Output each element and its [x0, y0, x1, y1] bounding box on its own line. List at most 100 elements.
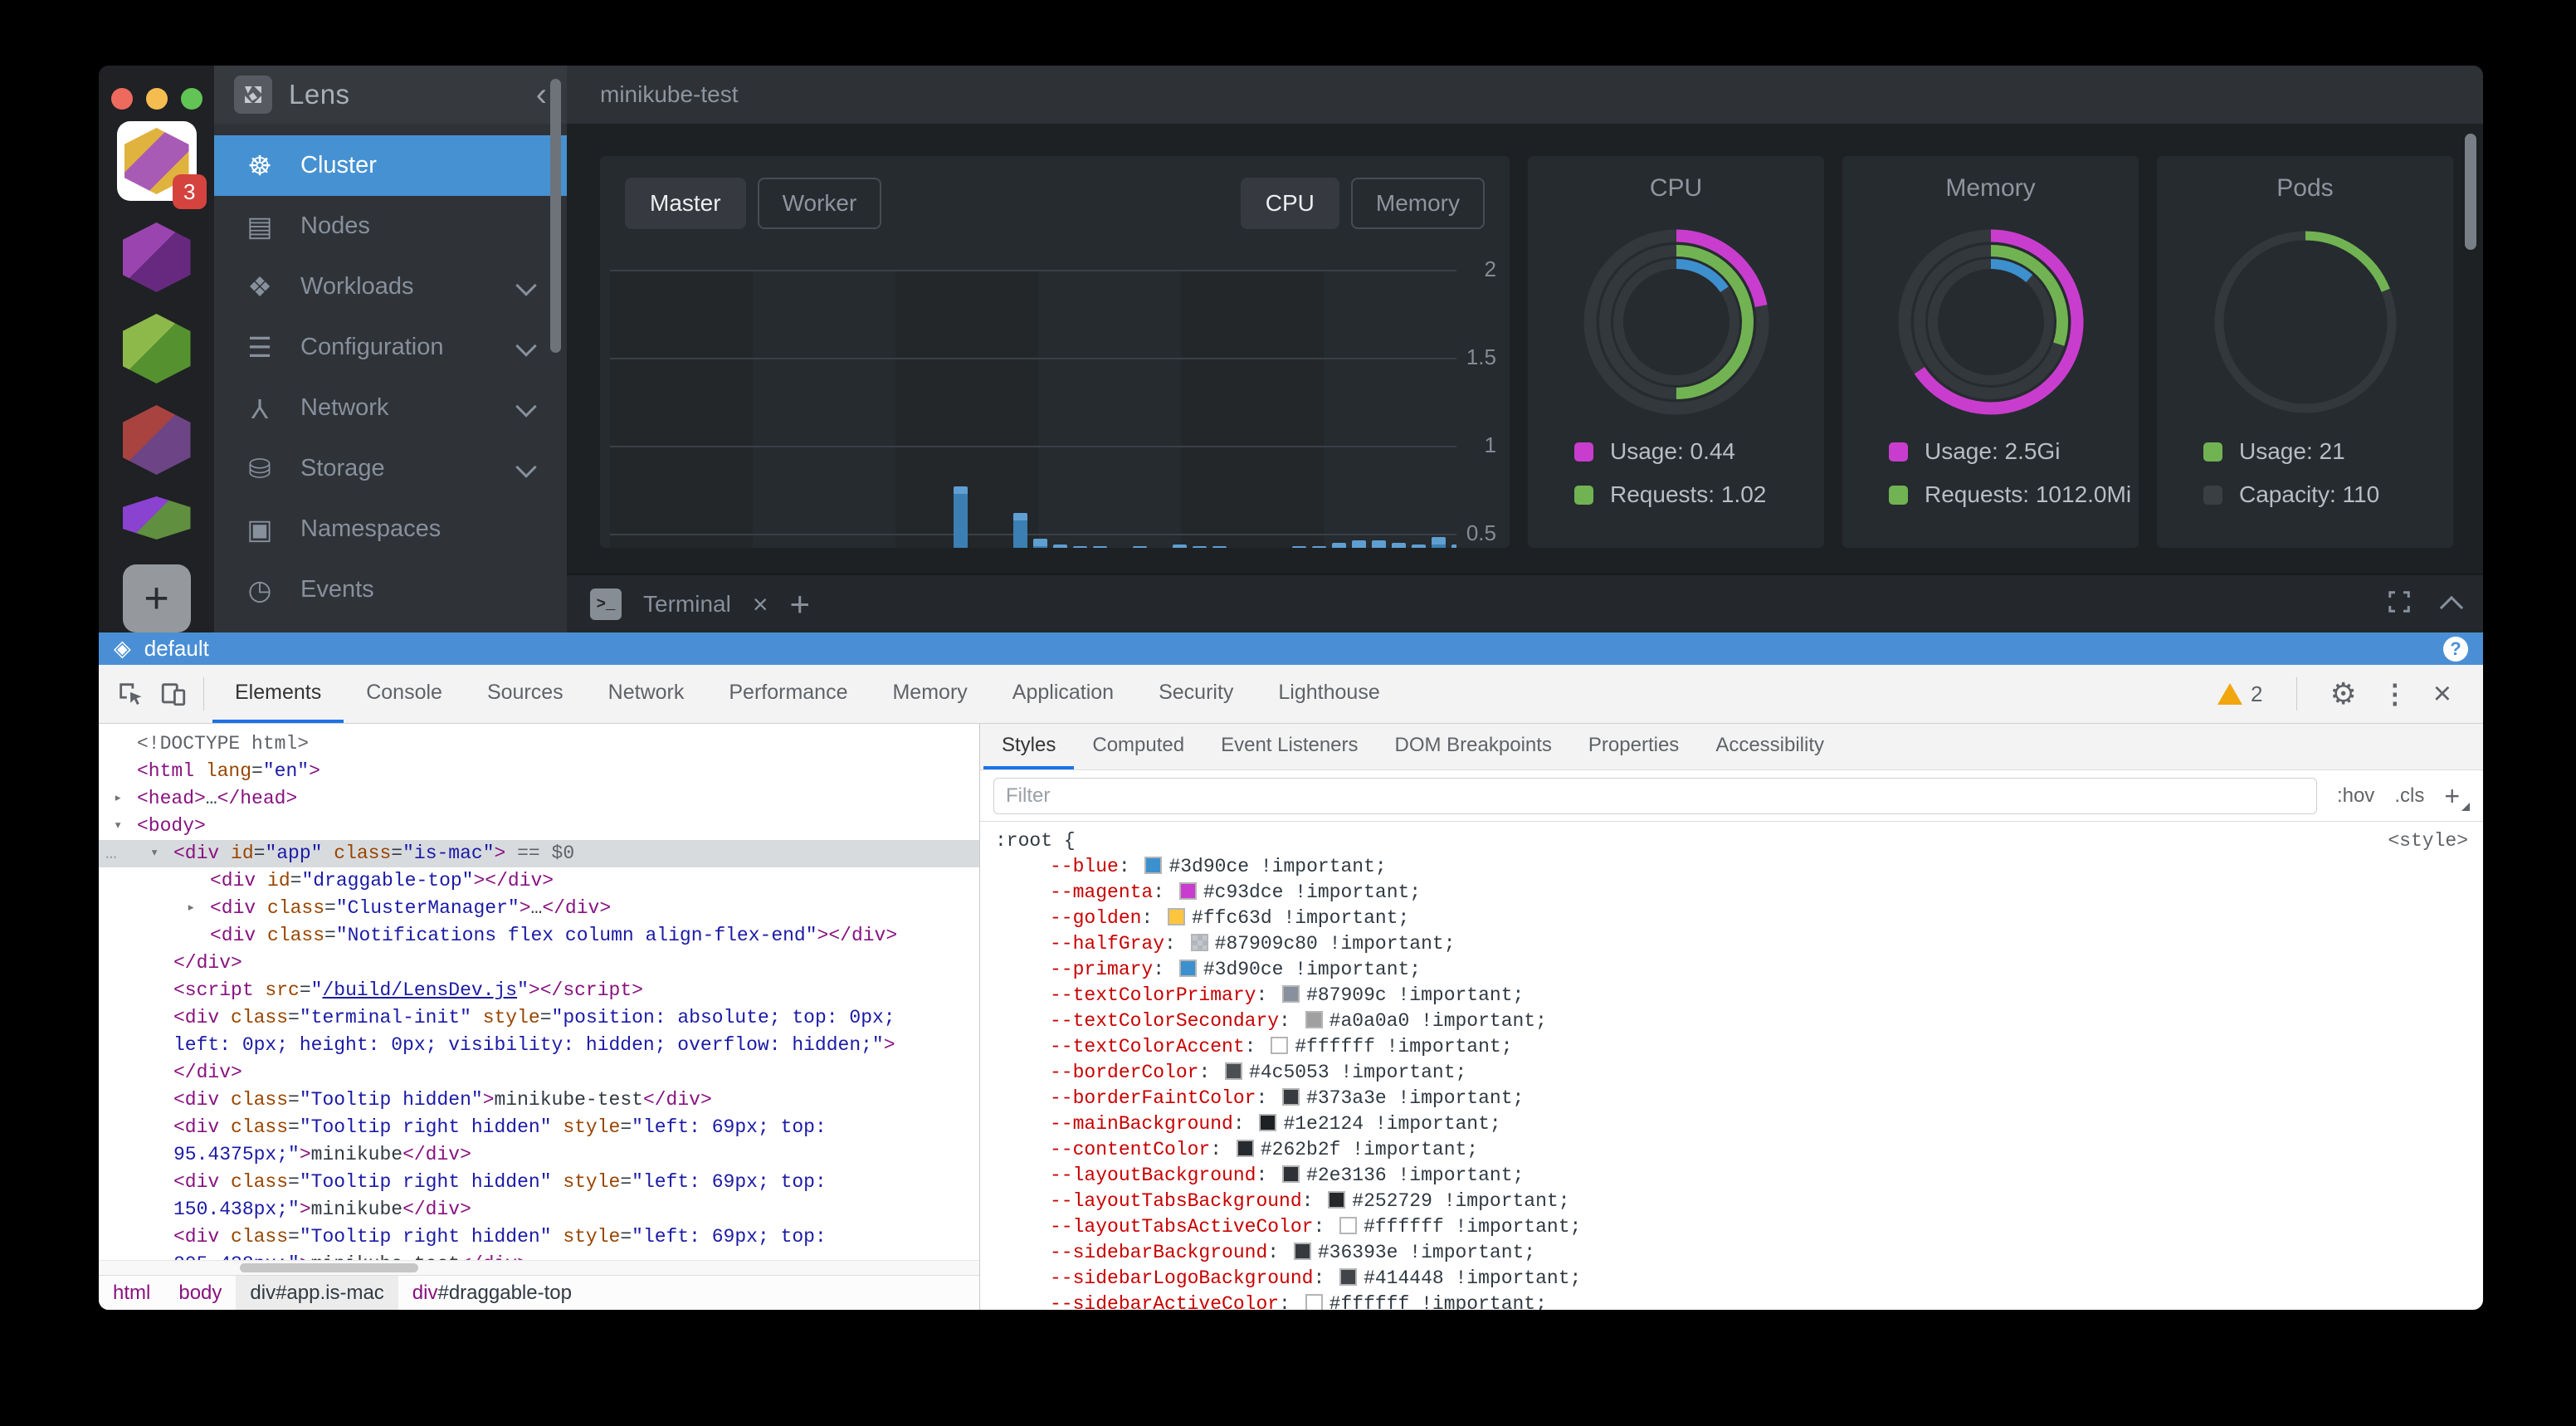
styles-tab-event-listeners[interactable]: Event Listeners — [1221, 733, 1359, 756]
sidebar-item-events[interactable]: ◷ Events — [214, 559, 567, 620]
dom-tree-line[interactable]: <div id="draggable-top"></div> — [210, 870, 554, 891]
dom-tree-line[interactable]: <script src="/build/LensDev.js"></script… — [173, 979, 643, 1001]
toggle-element-classes-button[interactable]: .cls — [2394, 784, 2425, 807]
toggle-device-toolbar-icon[interactable] — [152, 672, 195, 715]
devtools-close-icon[interactable]: × — [2432, 676, 2452, 711]
css-variable-line[interactable]: --borderFaintColor: #373a3e !important; — [1050, 1087, 1525, 1109]
dom-tree-line[interactable]: <div class="Tooltip hidden">minikube-tes… — [173, 1089, 712, 1111]
color-swatch[interactable] — [1305, 1294, 1323, 1310]
tab-elements[interactable]: Elements — [212, 665, 344, 723]
sidebar-item-storage[interactable]: ⛁ Storage — [214, 438, 567, 499]
css-variable-line[interactable]: --magenta: #c93dce !important; — [1050, 881, 1422, 903]
dom-tree-line[interactable]: 95.4375px;">minikube</div> — [173, 1144, 471, 1165]
toggle-hover-state-button[interactable]: :hov — [2336, 784, 2375, 807]
sidebar-item-workloads[interactable]: ❖ Workloads — [214, 256, 567, 317]
dom-tree-line[interactable]: <html lang="en"> — [137, 760, 320, 782]
styles-tab-styles[interactable]: Styles — [983, 724, 1075, 769]
tab-security[interactable]: Security — [1159, 680, 1234, 704]
cluster-item[interactable] — [122, 405, 191, 475]
css-variable-line[interactable]: --textColorAccent: #ffffff !important; — [1050, 1036, 1513, 1057]
tab-console[interactable]: Console — [366, 680, 442, 704]
dom-tree-line[interactable]: <div class="Tooltip right hidden" style=… — [173, 1171, 827, 1193]
expand-arrow-icon[interactable]: ▸ — [187, 901, 196, 916]
sidebar-item-nodes[interactable]: ▤ Nodes — [214, 196, 567, 256]
breadcrumb-item[interactable]: div #draggable-top — [412, 1281, 572, 1304]
dom-tree-line[interactable]: </div> — [173, 1062, 242, 1083]
css-variable-line[interactable]: --blue: #3d90ce !important; — [1050, 856, 1387, 877]
color-swatch[interactable] — [1305, 1011, 1323, 1028]
close-window-button[interactable] — [110, 87, 133, 110]
terminal-tab-label[interactable]: Terminal — [643, 590, 731, 617]
css-variable-line[interactable]: --sidebarLogoBackground: #414448 !import… — [1050, 1267, 1582, 1289]
sidebar-item-namespaces[interactable]: ▣ Namespaces — [214, 499, 567, 559]
styles-tab-dom-breakpoints[interactable]: DOM Breakpoints — [1394, 733, 1552, 756]
terminal-collapse-icon[interactable] — [2439, 595, 2464, 619]
help-button[interactable]: ? — [2443, 636, 2468, 662]
color-swatch[interactable] — [1225, 1062, 1243, 1080]
color-swatch[interactable] — [1282, 985, 1300, 1003]
sidebar-item-network[interactable]: Y Network — [214, 378, 567, 438]
tab-network[interactable]: Network — [607, 680, 685, 704]
content-scrollbar[interactable] — [2465, 134, 2476, 250]
sidebar-scrollbar[interactable] — [550, 79, 561, 353]
namespace-label[interactable]: default — [144, 636, 209, 661]
styles-filter-input[interactable] — [993, 777, 2317, 814]
cluster-item[interactable] — [122, 496, 191, 540]
breadcrumb-item[interactable]: html — [113, 1281, 151, 1304]
horizontal-scrollbar[interactable] — [99, 1260, 979, 1275]
color-swatch[interactable] — [1190, 934, 1208, 951]
css-variable-line[interactable]: --contentColor: #262b2f !important; — [1050, 1139, 1479, 1160]
color-swatch[interactable] — [1339, 1268, 1358, 1286]
dom-tree-line[interactable]: left: 0px; height: 0px; visibility: hidd… — [173, 1034, 895, 1056]
css-variable-line[interactable]: --primary: #3d90ce !important; — [1050, 959, 1422, 980]
dom-tree-line[interactable]: <div class="Tooltip right hidden" style=… — [173, 1116, 827, 1138]
cluster-item[interactable] — [122, 222, 191, 292]
stylesheet-origin[interactable]: <style> — [2388, 830, 2468, 852]
dom-tree-line[interactable]: 205.438px;">minikube-test</div> — [99, 1251, 979, 1260]
collapse-arrow-icon[interactable]: ▾ — [114, 818, 123, 834]
color-swatch[interactable] — [1236, 1140, 1254, 1157]
more-actions-icon[interactable]: … — [105, 842, 117, 864]
tab-memory[interactable]: Memory — [1350, 178, 1485, 229]
cluster-item[interactable] — [122, 314, 191, 383]
color-swatch[interactable] — [1328, 1191, 1346, 1209]
tab-worker[interactable]: Worker — [757, 178, 882, 229]
tab-cpu[interactable]: CPU — [1240, 178, 1339, 229]
dom-tree-line[interactable]: ▸ <head>…</head> — [99, 785, 979, 813]
color-swatch[interactable] — [1282, 1088, 1300, 1106]
color-swatch[interactable] — [1293, 1243, 1311, 1260]
tab-master[interactable]: Master — [625, 178, 746, 229]
dom-tree-line[interactable]: ▾ <body> — [99, 813, 979, 840]
styles-tab-accessibility[interactable]: Accessibility — [1715, 733, 1825, 756]
dom-tree-line[interactable]: … ▾ <div id="app" class="is-mac"> == $0 — [99, 840, 979, 867]
new-style-rule-button[interactable]: + — [2444, 783, 2470, 811]
css-variable-line[interactable]: --textColorSecondary: #a0a0a0 !important… — [1050, 1010, 1547, 1032]
styles-tab-computed[interactable]: Computed — [1092, 733, 1185, 756]
css-variable-line[interactable]: --layoutTabsBackground: #252729 !importa… — [1050, 1190, 1570, 1212]
css-variable-line[interactable]: --halfGray: #87909c80 !important; — [1050, 933, 1456, 955]
color-swatch[interactable] — [1178, 960, 1197, 977]
tab-memory[interactable]: Memory — [892, 680, 968, 704]
zoom-window-button[interactable] — [180, 87, 202, 110]
color-swatch[interactable] — [1339, 1217, 1358, 1234]
terminal-new-tab-icon[interactable]: + — [789, 584, 811, 623]
terminal-expand-icon[interactable] — [2387, 589, 2412, 618]
tab-application[interactable]: Application — [1012, 680, 1115, 704]
color-swatch[interactable] — [1271, 1037, 1289, 1054]
dom-tree-line[interactable]: <!DOCTYPE html> — [137, 733, 310, 755]
sidebar-item-configuration[interactable]: ☰ Configuration — [214, 317, 567, 378]
settings-gear-icon[interactable]: ⚙ — [2330, 676, 2357, 711]
cluster-item-active[interactable]: 3 — [116, 121, 207, 209]
css-variable-line[interactable]: --sidebarBackground: #36393e !important; — [1050, 1242, 1536, 1263]
dom-tree-line[interactable]: 150.438px;">minikube</div> — [173, 1199, 471, 1220]
add-cluster-button[interactable]: + — [122, 564, 191, 632]
css-variable-line[interactable]: --sidebarActiveColor: #ffffff !important… — [995, 1292, 2468, 1310]
sidebar-item-cluster[interactable]: ☸ Cluster — [214, 135, 567, 196]
collapse-arrow-icon[interactable]: ▾ — [150, 846, 159, 862]
tab-sources[interactable]: Sources — [486, 680, 564, 704]
more-options-icon[interactable]: ⋮ — [2381, 679, 2408, 709]
styles-tab-properties[interactable]: Properties — [1588, 733, 1680, 756]
color-swatch[interactable] — [1178, 882, 1197, 900]
dom-tree-line[interactable]: <div class="terminal-init" style="positi… — [173, 1007, 895, 1028]
breadcrumb-item[interactable]: div#app.is-mac — [236, 1276, 398, 1310]
